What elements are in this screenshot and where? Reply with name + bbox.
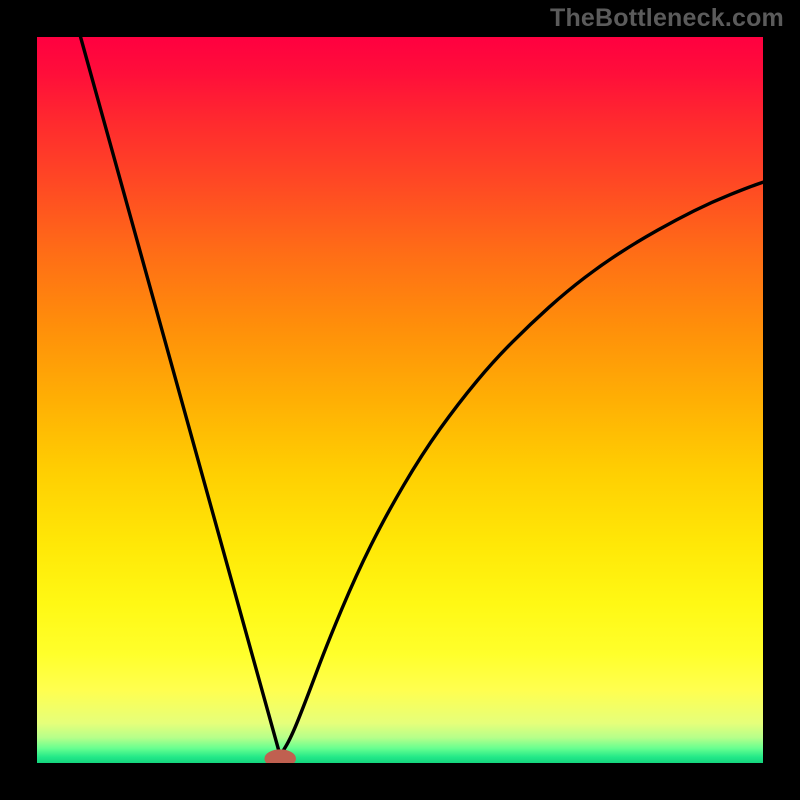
chart-svg xyxy=(37,37,763,763)
optimum-marker xyxy=(265,750,295,763)
gradient-background xyxy=(37,37,763,763)
watermark-text: TheBottleneck.com xyxy=(550,4,784,33)
plot-area xyxy=(37,37,763,763)
